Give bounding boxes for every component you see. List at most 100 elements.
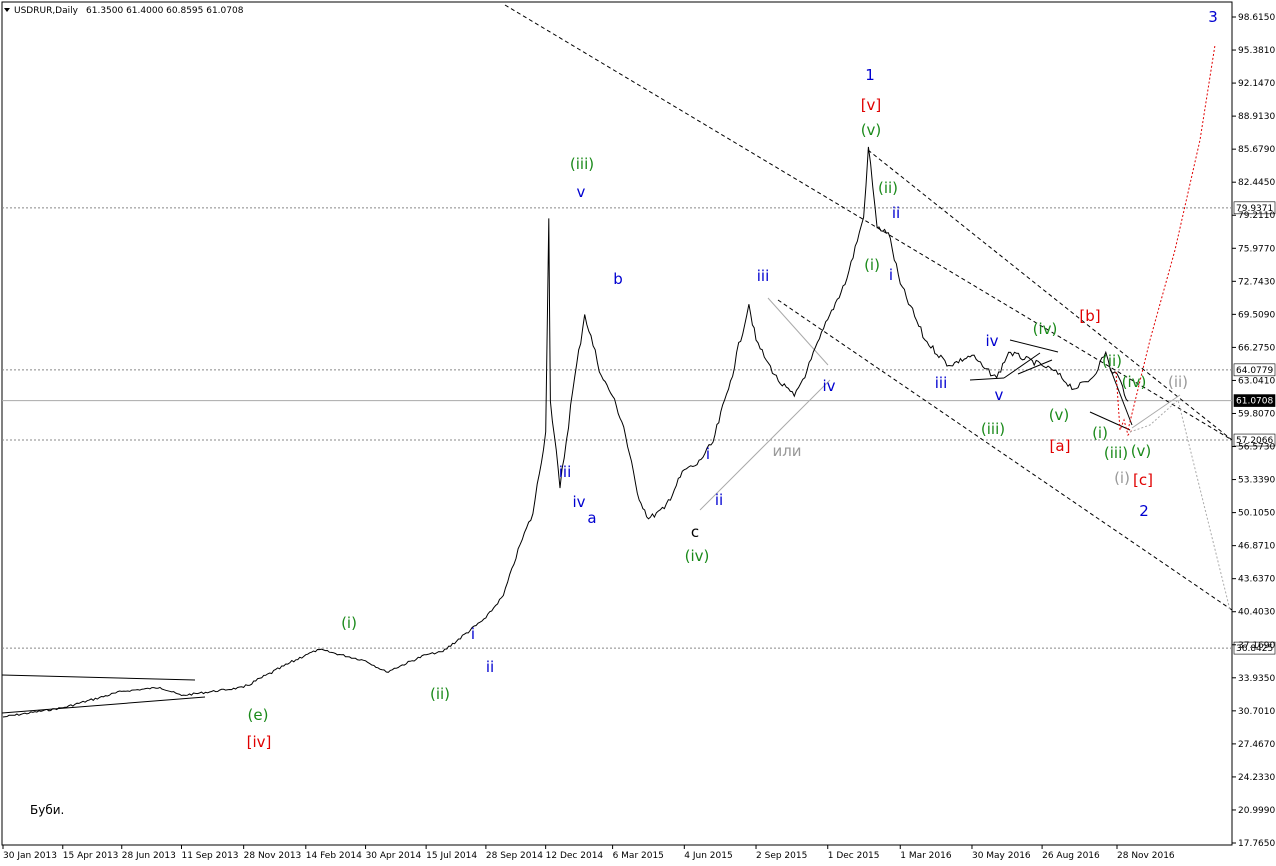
channel-line	[867, 149, 1233, 441]
triangle-down-icon[interactable]	[4, 8, 10, 12]
wave-label: 2	[1139, 502, 1149, 520]
x-tick-label: 6 Mar 2015	[613, 851, 664, 861]
y-tick-label: 37.1690	[1238, 641, 1275, 651]
wave-label: (ii)	[430, 685, 450, 703]
wave-label: (e)	[248, 706, 269, 724]
x-tick-label: 30 Jan 2013	[3, 851, 57, 861]
wave-line	[969, 377, 1005, 381]
wave-line	[1, 674, 196, 681]
channel-line	[504, 4, 1233, 441]
y-tick-label: 95.3810	[1238, 46, 1275, 56]
level-label: 79.9371	[1236, 204, 1273, 214]
wave-label: (i)	[1114, 469, 1130, 487]
level-marker	[1233, 363, 1276, 377]
x-tick-label: 28 Nov 2013	[244, 851, 302, 861]
wave-label: i	[471, 625, 475, 643]
wave-label: [a]	[1050, 437, 1071, 455]
wave-label: a	[587, 509, 596, 527]
y-tick-label: 43.6370	[1238, 575, 1275, 585]
channel-line	[777, 299, 1233, 611]
wave-label: (i)	[341, 614, 357, 632]
level-marker	[1233, 394, 1276, 407]
wave-label: 3	[1208, 8, 1218, 26]
wave-label: ii	[892, 204, 900, 222]
x-axis: 30 Jan 2013 15 Apr 2013 28 Jun 2013 11 Sep …	[2, 845, 1175, 861]
wave-label: [c]	[1133, 471, 1153, 489]
x-tick-label: 28 Jun 2013	[122, 851, 176, 861]
wave-label: [iv]	[247, 733, 272, 751]
price-series	[2, 146, 1129, 718]
y-tick-label: 33.9350	[1238, 674, 1275, 684]
y-tick-label: 63.0410	[1238, 376, 1275, 386]
wave-labels: 31[v](v)(ii)ii(i)i(iii)vb iiiivac(iv)iiii…	[247, 8, 1218, 751]
y-tick-label: 88.9130	[1238, 112, 1275, 122]
y-tick-label: 56.5730	[1238, 443, 1275, 453]
wave-label: (iv)	[685, 547, 710, 565]
level-label: 57.2066	[1236, 436, 1273, 446]
x-tick-label: 14 Feb 2014	[306, 851, 362, 861]
y-tick-label: 17.7650	[1238, 839, 1275, 849]
y-tick-label: 85.6790	[1238, 145, 1275, 155]
x-tick-label: 30 Apr 2014	[366, 851, 422, 861]
wave-line	[1109, 367, 1133, 426]
author-note: Буби.	[30, 803, 64, 817]
wave-label: ii	[486, 658, 494, 676]
y-tick-label: 66.2750	[1238, 343, 1275, 353]
x-tick-label: 15 Jul 2014	[426, 851, 477, 861]
wave-label: [b]	[1079, 307, 1100, 325]
y-tick-label: 79.2110	[1238, 211, 1275, 221]
wave-label: i	[889, 266, 893, 284]
wave-label: v	[577, 183, 586, 201]
level-marker	[1233, 433, 1276, 447]
wave-label: (v)	[1131, 442, 1152, 460]
wave-label: [v]	[861, 96, 882, 114]
x-tick-label: 1 Dec 2015	[828, 851, 880, 861]
wave-line	[1017, 359, 1053, 375]
wave-label: (iv)	[1122, 373, 1147, 391]
wave-label: (ii)	[1168, 373, 1188, 391]
y-tick-label: 40.4030	[1238, 608, 1275, 618]
wave-label: c	[691, 523, 699, 541]
level-label: 64.0779	[1236, 366, 1273, 376]
level-label: 61.0708	[1236, 397, 1273, 407]
wave-label: iv	[572, 493, 585, 511]
y-tick-label: 72.7430	[1238, 277, 1275, 287]
level-label: 36.8425	[1236, 644, 1273, 654]
wave-label: (iv)	[1033, 320, 1058, 338]
y-tick-label: 50.1050	[1238, 509, 1275, 519]
y-tick-label: 59.8070	[1238, 409, 1275, 419]
y-tick-label: 69.5090	[1238, 310, 1275, 320]
x-tick-label: 4 Jun 2015	[684, 851, 732, 861]
x-tick-label: 26 Aug 2016	[1042, 851, 1100, 861]
wave-label: b	[613, 270, 623, 288]
x-tick-label: 28 Sep 2014	[486, 851, 543, 861]
wave-label: (iii)	[570, 155, 594, 173]
y-tick-label: 53.3390	[1238, 476, 1275, 486]
wave-label: (ii)	[878, 179, 898, 197]
horizontal-levels: 79.9371 64.0779 61.0708 57.2066 36.8425	[2, 201, 1276, 655]
y-tick-label: 98.6150	[1238, 13, 1275, 23]
alt-line	[699, 379, 831, 511]
x-tick-label: 15 Apr 2013	[63, 851, 119, 861]
wave-line	[1, 696, 206, 714]
wave-label: v	[995, 386, 1004, 404]
wave-label: 1	[865, 66, 875, 84]
wave-label: (v)	[861, 121, 882, 139]
x-tick-label: 30 May 2016	[972, 851, 1031, 861]
level-marker	[1233, 201, 1276, 215]
wave-label: iv	[985, 332, 998, 350]
x-tick-label: 12 Dec 2014	[546, 851, 604, 861]
wave-label: iii	[935, 374, 948, 392]
projection-lines	[1115, 44, 1231, 611]
x-tick-label: 28 Nov 2016	[1117, 851, 1175, 861]
x-tick-label: 11 Sep 2013	[181, 851, 238, 861]
y-tick-label: 27.4670	[1238, 740, 1275, 750]
wave-label: i	[706, 445, 710, 463]
y-tick-label: 20.9990	[1238, 806, 1275, 816]
wave-label: (v)	[1049, 406, 1070, 424]
price-line	[2, 146, 1129, 718]
x-tick-label: 2 Sep 2015	[756, 851, 807, 861]
y-axis: 98.6150 95.3810 92.1470 88.9130 85.6790 82.44…	[1232, 13, 1275, 849]
